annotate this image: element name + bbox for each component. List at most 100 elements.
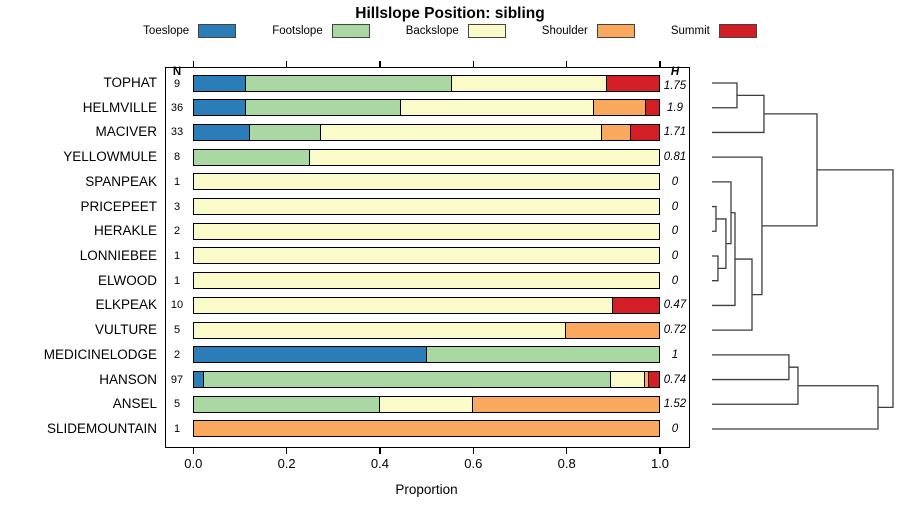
axis-tick-top (192, 61, 195, 67)
legend: Toeslope Footslope Backslope Shoulder Summit (0, 24, 900, 38)
legend-item: Toeslope (143, 24, 237, 38)
bar-segment-summit (612, 297, 659, 313)
row-h-value: 0 (671, 422, 679, 435)
row-label: HANSON (99, 371, 157, 387)
bar-row (193, 346, 660, 364)
row-h-value: 1.9 (667, 101, 683, 114)
row-h-value: 0 (671, 274, 679, 287)
row-h-value: 0.74 (663, 373, 687, 386)
dendrogram-branch (712, 385, 879, 430)
row-label: YELLOWMULE (63, 149, 157, 165)
row-label: MACIVER (95, 124, 157, 140)
axis-tick-bottom (565, 448, 568, 454)
axis-tick-label: 0.2 (277, 456, 296, 471)
bar-segment-backslope (310, 149, 659, 165)
row-n-value: 8 (173, 151, 181, 164)
legend-swatch (198, 24, 237, 38)
plot-box (165, 67, 690, 448)
bar-segment-toeslope (194, 75, 246, 91)
bar-segment-shoulder (644, 372, 650, 388)
dendrogram-branch (712, 258, 753, 331)
bar-segment-summit (606, 75, 659, 91)
bar-segment-footslope (204, 372, 612, 388)
bar-segment-backslope (194, 199, 659, 215)
bar-row (193, 173, 660, 191)
row-n-value: 3 (173, 200, 181, 213)
axis-tick-top (472, 61, 475, 67)
row-n-value: 9 (173, 78, 181, 90)
legend-swatch (467, 24, 506, 38)
chart-title: Hillslope Position: sibling (355, 5, 545, 22)
row-h-value: 1.75 (663, 80, 687, 92)
row-label: SLIDEMOUNTAIN (46, 420, 157, 436)
row-h-value: 0 (671, 175, 679, 188)
axis-tick-bottom (659, 448, 661, 454)
row-h-value: 1.52 (663, 398, 687, 411)
bar-row (193, 296, 660, 314)
axis-tick-bottom (285, 448, 288, 454)
row-label: ELKPEAK (95, 297, 157, 313)
row-n-value: 97 (170, 373, 184, 386)
row-label: HELMVILLE (82, 99, 157, 115)
legend-swatch (331, 24, 370, 38)
row-h-value: 0.81 (663, 151, 687, 164)
row-n-value: 1 (173, 175, 181, 188)
legend-item: Backslope (406, 24, 506, 38)
h-column-header: H (670, 66, 680, 78)
bar-segment-backslope (194, 174, 659, 190)
bar-row (193, 198, 660, 216)
bar-row (193, 272, 660, 290)
bar-segment-shoulder (566, 322, 659, 338)
bar-segment-shoulder (602, 124, 631, 140)
bar-row (193, 420, 660, 438)
bar-segment-footslope (426, 347, 659, 363)
row-n-value: 2 (173, 225, 181, 238)
dendrogram-branch (712, 255, 719, 282)
dendrogram-branch (712, 205, 717, 232)
bar-segment-footslope (245, 75, 453, 91)
row-h-value: 0 (671, 249, 679, 262)
axis-tick-label: 0.4 (370, 456, 389, 471)
bar-row (193, 148, 660, 166)
row-h-value: 0 (671, 200, 679, 213)
row-n-value: 33 (170, 126, 184, 139)
row-h-value: 0.47 (663, 299, 687, 312)
axis-tick-bottom (472, 448, 475, 454)
bar-row (193, 222, 660, 240)
dendrogram-branch (712, 354, 790, 381)
bar-segment-backslope (400, 100, 595, 116)
dendrogram-branch (712, 212, 736, 307)
legend-swatch (718, 24, 757, 38)
row-label: PRICEPEET (80, 198, 157, 214)
bar-segment-shoulder (594, 100, 646, 116)
dendrogram-branch (761, 113, 818, 227)
axis-tick-top (565, 61, 568, 67)
x-axis-label: Proportion (395, 482, 458, 497)
axis-tick-label: 1.0 (650, 456, 670, 471)
bar-segment-backslope (194, 273, 659, 289)
axis-tick-label: 0.8 (557, 456, 576, 471)
row-label: VULTURE (94, 322, 157, 338)
row-label: HERAKLE (93, 223, 157, 239)
bar-segment-toeslope (194, 124, 251, 140)
legend-item: Footslope (272, 24, 370, 38)
row-label: LONNIEBEE (79, 247, 157, 263)
row-n-value: 1 (173, 249, 181, 262)
axis-tick-bottom (192, 448, 195, 454)
legend-item: Shoulder (542, 24, 635, 38)
legend-label: Summit (670, 25, 710, 37)
row-label: MEDICINELODGE (43, 346, 157, 362)
row-n-value: 2 (173, 348, 181, 361)
bar-segment-footslope (194, 396, 381, 412)
bar-segment-footslope (245, 100, 401, 116)
legend-item: Summit (671, 24, 757, 38)
dendrogram-branch (712, 82, 738, 109)
bar-segment-toeslope (194, 100, 246, 116)
bar-segment-backslope (194, 248, 659, 264)
bar-segment-summit (645, 100, 659, 116)
dendrogram-branch (715, 218, 727, 270)
bar-row (193, 99, 660, 117)
bar-row (193, 371, 660, 389)
bar-segment-summit (649, 372, 659, 388)
bar-segment-backslope (321, 124, 603, 140)
